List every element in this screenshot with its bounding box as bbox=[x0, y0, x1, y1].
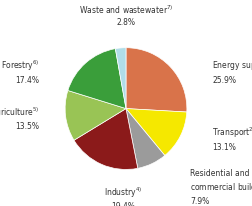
Wedge shape bbox=[65, 91, 126, 140]
Text: Agriculture$^{5)}$
13.5%: Agriculture$^{5)}$ 13.5% bbox=[0, 105, 40, 131]
Wedge shape bbox=[126, 48, 187, 112]
Text: Residential and
commercial buildings$^{3)}$
7.9%: Residential and commercial buildings$^{3… bbox=[190, 168, 252, 205]
Wedge shape bbox=[126, 109, 187, 156]
Text: Waste and wastewater$^{7)}$
2.8%: Waste and wastewater$^{7)}$ 2.8% bbox=[79, 4, 173, 27]
Wedge shape bbox=[126, 109, 165, 169]
Text: Energy supply$^{1)}$
25.9%: Energy supply$^{1)}$ 25.9% bbox=[212, 59, 252, 84]
Wedge shape bbox=[68, 49, 126, 109]
Text: Transport$^{2)}$
13.1%: Transport$^{2)}$ 13.1% bbox=[212, 125, 252, 151]
Text: Industry$^{4)}$
19.4%: Industry$^{4)}$ 19.4% bbox=[104, 184, 142, 206]
Wedge shape bbox=[115, 48, 126, 109]
Text: Forestry$^{6)}$
17.4%: Forestry$^{6)}$ 17.4% bbox=[1, 59, 40, 84]
Wedge shape bbox=[74, 109, 138, 170]
